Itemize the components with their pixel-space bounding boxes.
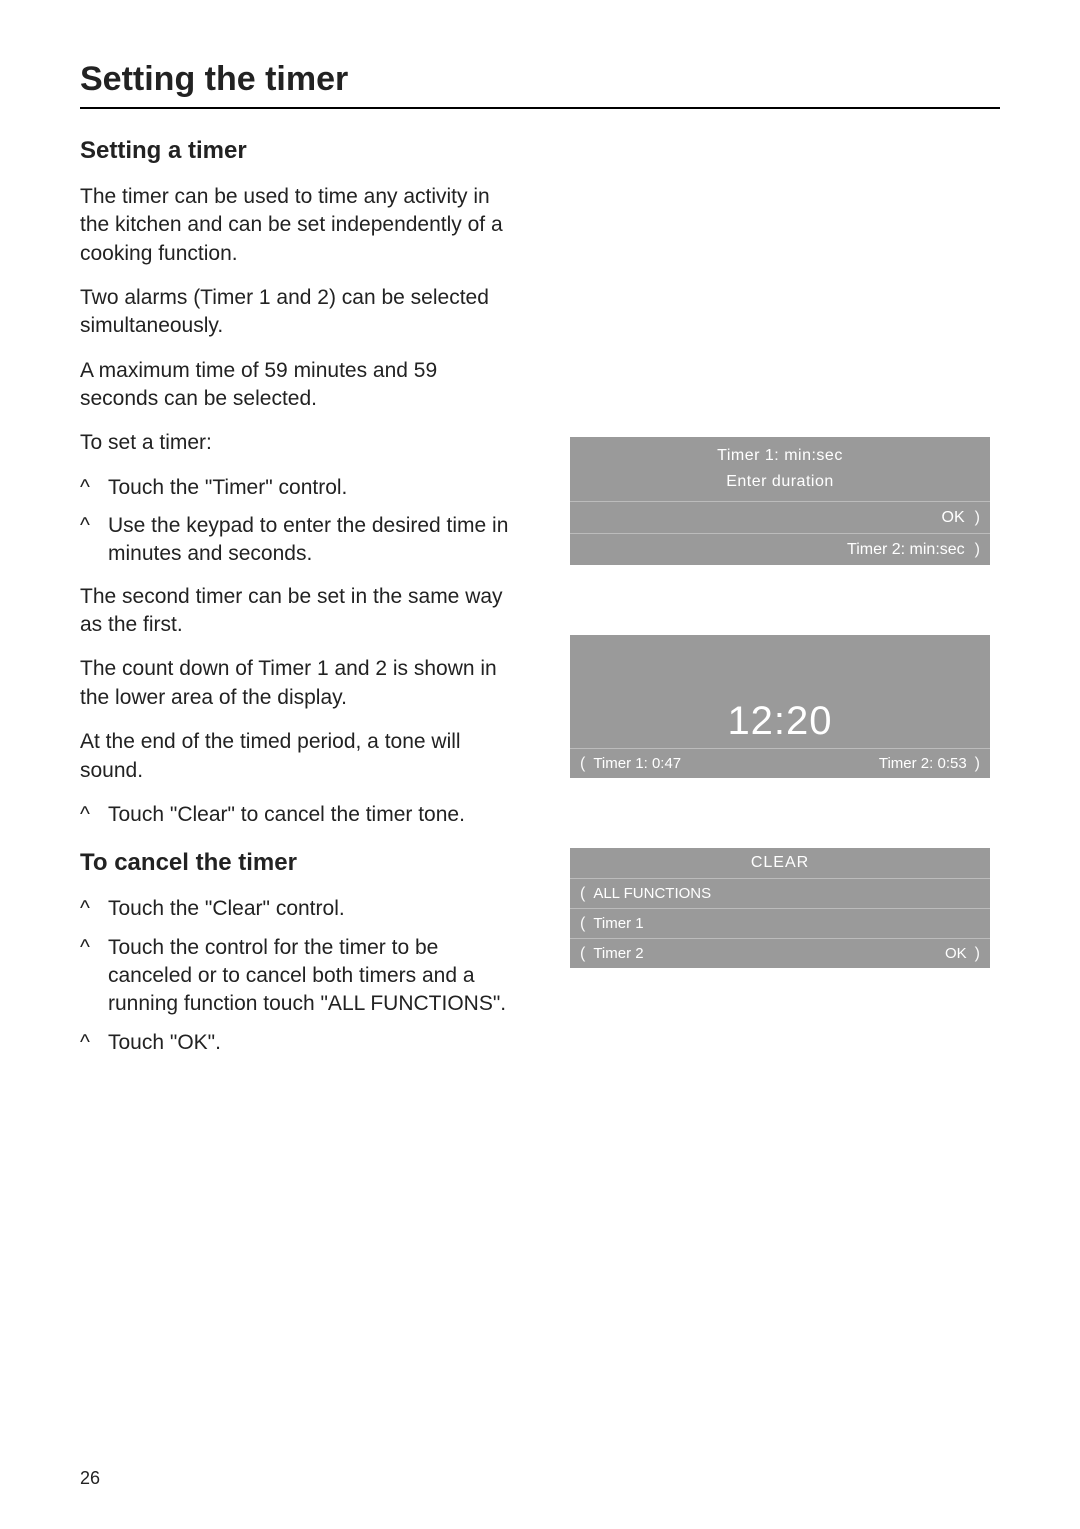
display3-timer2-label: Timer 2 <box>593 945 643 962</box>
display1-timer2-label: Timer 2: min:sec <box>847 541 965 559</box>
step-touch-clear-tone: Touch "Clear" to cancel the timer tone. <box>80 801 510 829</box>
cancel-timer-steps: Touch the "Clear" control. Touch the con… <box>80 895 510 1057</box>
left-paren-icon: ( <box>580 915 585 933</box>
display3-all-functions-row: ( ALL FUNCTIONS <box>570 878 990 908</box>
display1-line1: Timer 1: min:sec <box>570 437 990 467</box>
left-paren-icon: ( <box>580 885 585 903</box>
paragraph-tone: At the end of the timed period, a tone w… <box>80 728 510 785</box>
right-paren-icon: ) <box>975 541 980 559</box>
setting-a-timer-heading: Setting a timer <box>80 137 510 165</box>
paragraph-intro: The timer can be used to time any activi… <box>80 183 510 268</box>
display3-all-functions-label: ALL FUNCTIONS <box>593 885 711 902</box>
paragraph-two-alarms: Two alarms (Timer 1 and 2) can be select… <box>80 284 510 341</box>
left-column: Setting a timer The timer can be used to… <box>80 137 510 1071</box>
paragraph-second-timer: The second timer can be set in the same … <box>80 583 510 640</box>
title-rule <box>80 107 1000 109</box>
display3-ok-label: OK <box>945 945 967 962</box>
step-touch-timer: Touch the "Timer" control. <box>80 474 510 502</box>
step-touch-clear: Touch the "Clear" control. <box>80 895 510 923</box>
clear-tone-steps: Touch "Clear" to cancel the timer tone. <box>80 801 510 829</box>
display3-timer2-row: ( Timer 2 OK ) <box>570 938 990 968</box>
paragraph-max-time: A maximum time of 59 minutes and 59 seco… <box>80 357 510 414</box>
page-title: Setting the timer <box>80 60 1000 99</box>
display1-timer2-row: Timer 2: min:sec ) <box>570 533 990 565</box>
cancel-timer-heading: To cancel the timer <box>80 849 510 877</box>
display-enter-duration: Timer 1: min:sec Enter duration OK ) Tim… <box>570 437 990 565</box>
display2-blank <box>570 635 990 695</box>
display3-timer1-row: ( Timer 1 <box>570 908 990 938</box>
step-use-keypad: Use the keypad to enter the desired time… <box>80 512 510 569</box>
two-column-layout: Setting a timer The timer can be used to… <box>80 137 1000 1071</box>
display-clear-menu: CLEAR ( ALL FUNCTIONS ( Timer 1 ( Timer … <box>570 848 990 968</box>
step-touch-control: Touch the control for the timer to be ca… <box>80 934 510 1019</box>
display2-timer2: Timer 2: 0:53 <box>879 755 967 772</box>
display2-footer: ( Timer 1: 0:47 Timer 2: 0:53 ) <box>570 748 990 778</box>
left-paren-icon: ( <box>580 755 585 773</box>
page-number: 26 <box>80 1468 100 1489</box>
paragraph-to-set: To set a timer: <box>80 429 510 457</box>
display2-clock: 12:20 <box>570 695 990 748</box>
paragraph-countdown: The count down of Timer 1 and 2 is shown… <box>80 655 510 712</box>
display-clock-countdown: 12:20 ( Timer 1: 0:47 Timer 2: 0:53 ) <box>570 635 990 778</box>
left-paren-icon: ( <box>580 945 585 963</box>
step-touch-ok: Touch "OK". <box>80 1029 510 1057</box>
display3-clear-title: CLEAR <box>570 848 990 878</box>
display3-timer1-label: Timer 1 <box>593 915 643 932</box>
set-timer-steps: Touch the "Timer" control. Use the keypa… <box>80 474 510 569</box>
right-paren-icon: ) <box>975 509 980 527</box>
display2-timer1: Timer 1: 0:47 <box>593 755 681 772</box>
display1-ok-label: OK <box>942 509 965 527</box>
display1-ok-row: OK ) <box>570 501 990 533</box>
right-paren-icon: ) <box>975 755 980 773</box>
right-paren-icon: ) <box>975 945 980 963</box>
display1-line2: Enter duration <box>570 467 990 501</box>
right-column: Timer 1: min:sec Enter duration OK ) Tim… <box>570 137 1000 1071</box>
